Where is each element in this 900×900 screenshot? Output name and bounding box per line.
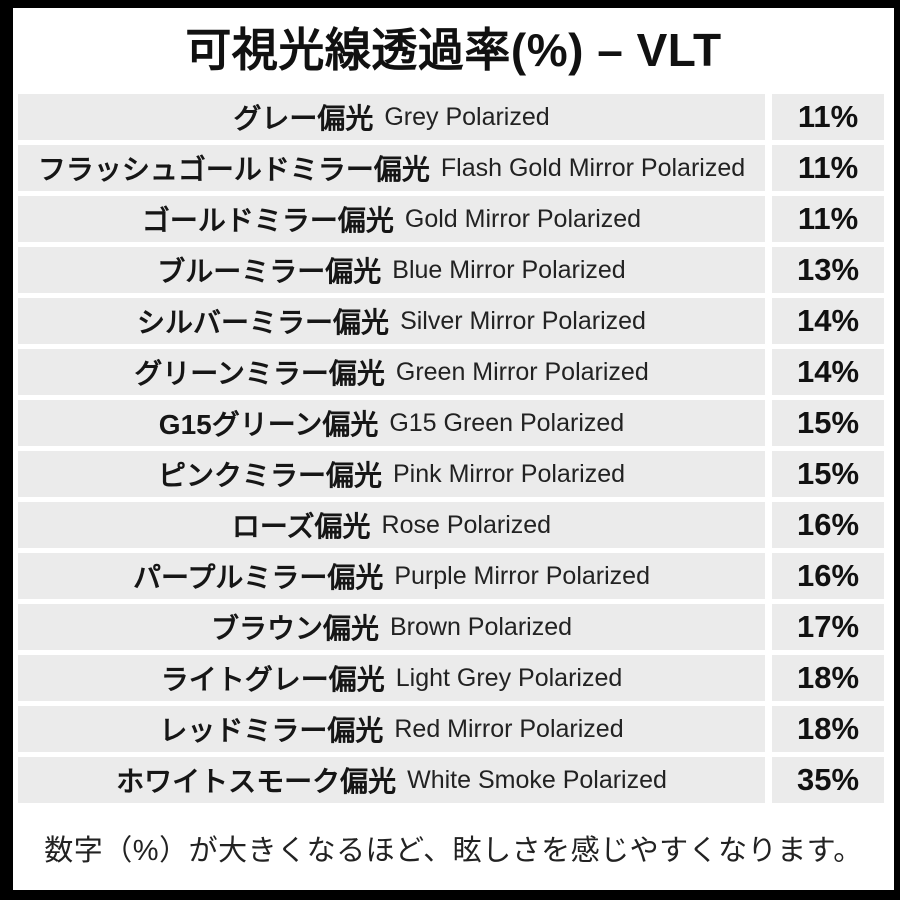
lens-name-cell: フラッシュゴールドミラー偏光 Flash Gold Mirror Polariz… (18, 145, 765, 191)
lens-name-japanese: ピンクミラー偏光 (157, 460, 382, 491)
lens-name-japanese: シルバーミラー偏光 (137, 307, 390, 338)
vlt-table: グレー偏光 Grey Polarized 11% フラッシュゴールドミラー偏光 … (18, 94, 884, 803)
page-title: 可視光線透過率(%) – VLT (185, 24, 722, 76)
vlt-percent-cell: 35% (772, 757, 884, 803)
lens-name-english: White Smoke Polarized (407, 765, 667, 794)
table-row: G15グリーン偏光 G15 Green Polarized 15% (18, 400, 884, 446)
lens-name-japanese: レッドミラー偏光 (159, 715, 384, 746)
vlt-percent-cell: 11% (772, 94, 884, 140)
table-row: グリーンミラー偏光 Green Mirror Polarized 14% (18, 349, 884, 395)
vlt-percent-cell: 15% (772, 400, 884, 446)
table-row: ローズ偏光 Rose Polarized 16% (18, 502, 884, 548)
lens-name-japanese: グリーンミラー偏光 (134, 358, 385, 389)
vlt-percent-cell: 15% (772, 451, 884, 497)
lens-name-cell: ホワイトスモーク偏光 White Smoke Polarized (18, 757, 765, 803)
lens-name-english: Grey Polarized (384, 102, 550, 131)
vlt-percent-cell: 18% (772, 706, 884, 752)
lens-name-japanese: ゴールドミラー偏光 (141, 205, 394, 236)
lens-name-english: Green Mirror Polarized (395, 357, 649, 386)
lens-name-cell: レッドミラー偏光 Red Mirror Polarized (18, 706, 765, 752)
lens-name-english: Silver Mirror Polarized (400, 306, 646, 335)
lens-name-japanese: ホワイトスモーク偏光 (116, 766, 397, 797)
lens-name-cell: ピンクミラー偏光 Pink Mirror Polarized (18, 451, 765, 497)
lens-name-cell: グレー偏光 Grey Polarized (18, 94, 765, 140)
vlt-percent-cell: 11% (772, 145, 884, 191)
lens-name-english: Gold Mirror Polarized (404, 204, 642, 233)
vlt-percent-cell: 16% (772, 553, 884, 599)
lens-name-cell: ブルーミラー偏光 Blue Mirror Polarized (18, 247, 765, 293)
lens-name-japanese: ブラウン偏光 (210, 613, 379, 644)
table-row: ブルーミラー偏光 Blue Mirror Polarized 13% (18, 247, 884, 293)
lens-name-english: Blue Mirror Polarized (392, 255, 626, 284)
table-row: ゴールドミラー偏光 Gold Mirror Polarized 11% (18, 196, 884, 242)
table-row: ピンクミラー偏光 Pink Mirror Polarized 15% (18, 451, 884, 497)
footer-note: 数字（%）が大きくなるほど、眩しさを感じやすくなります。 (44, 835, 863, 867)
lens-name-japanese: ブルーミラー偏光 (157, 256, 382, 287)
lens-name-english: Red Mirror Polarized (394, 714, 624, 743)
table-row: グレー偏光 Grey Polarized 11% (18, 94, 884, 140)
table-row: レッドミラー偏光 Red Mirror Polarized 18% (18, 706, 884, 752)
lens-name-english: Light Grey Polarized (395, 663, 623, 692)
lens-name-japanese: フラッシュゴールドミラー偏光 (37, 154, 430, 185)
lens-name-english: G15 Green Polarized (389, 408, 625, 437)
lens-name-cell: ゴールドミラー偏光 Gold Mirror Polarized (18, 196, 765, 242)
lens-name-japanese: パープルミラー偏光 (133, 562, 384, 593)
table-row: フラッシュゴールドミラー偏光 Flash Gold Mirror Polariz… (18, 145, 884, 191)
lens-name-english: Flash Gold Mirror Polarized (440, 153, 746, 182)
vlt-percent-cell: 11% (772, 196, 884, 242)
lens-name-cell: ローズ偏光 Rose Polarized (18, 502, 765, 548)
vlt-percent-cell: 17% (772, 604, 884, 650)
lens-name-cell: ライトグレー偏光 Light Grey Polarized (18, 655, 765, 701)
lens-name-cell: パープルミラー偏光 Purple Mirror Polarized (18, 553, 765, 599)
vlt-percent-cell: 16% (772, 502, 884, 548)
lens-name-cell: ブラウン偏光 Brown Polarized (18, 604, 765, 650)
vlt-percent-cell: 14% (772, 298, 884, 344)
lens-name-cell: グリーンミラー偏光 Green Mirror Polarized (18, 349, 765, 395)
table-row: シルバーミラー偏光 Silver Mirror Polarized 14% (18, 298, 884, 344)
lens-name-japanese: G15グリーン偏光 (158, 409, 379, 440)
lens-name-cell: シルバーミラー偏光 Silver Mirror Polarized (18, 298, 765, 344)
lens-name-japanese: ライトグレー偏光 (160, 664, 385, 695)
vlt-percent-cell: 18% (772, 655, 884, 701)
lens-name-cell: G15グリーン偏光 G15 Green Polarized (18, 400, 765, 446)
lens-name-english: Brown Polarized (389, 612, 573, 641)
lens-name-english: Pink Mirror Polarized (393, 459, 626, 488)
table-row: ライトグレー偏光 Light Grey Polarized 18% (18, 655, 884, 701)
lens-name-english: Rose Polarized (381, 510, 552, 539)
table-row: ホワイトスモーク偏光 White Smoke Polarized 35% (18, 757, 884, 803)
table-row: ブラウン偏光 Brown Polarized 17% (18, 604, 884, 650)
vlt-percent-cell: 13% (772, 247, 884, 293)
vlt-percent-cell: 14% (772, 349, 884, 395)
lens-name-japanese: ローズ偏光 (231, 511, 371, 542)
lens-name-english: Purple Mirror Polarized (394, 561, 650, 590)
table-row: パープルミラー偏光 Purple Mirror Polarized 16% (18, 553, 884, 599)
lens-name-japanese: グレー偏光 (233, 103, 374, 134)
